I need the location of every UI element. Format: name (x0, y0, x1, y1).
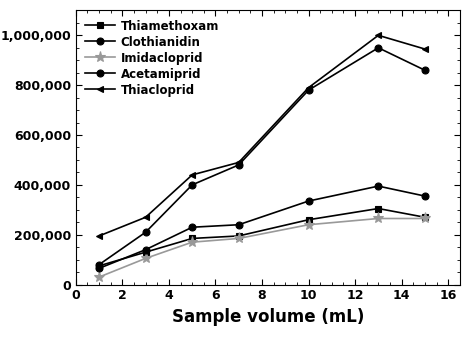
Clothianidin (422, 68, 428, 72)
Thiamethoxam (143, 250, 148, 254)
Thiamethoxam (236, 234, 242, 238)
Clothianidin (306, 88, 311, 92)
Line: Thiamethoxam: Thiamethoxam (96, 205, 428, 269)
Acetamiprid (143, 247, 148, 252)
Thiamethoxam (306, 218, 311, 222)
Thiamethoxam (96, 264, 102, 268)
Clothianidin (236, 163, 242, 167)
Thiacloprid (96, 234, 102, 238)
Thiacloprid (375, 33, 381, 37)
Line: Acetamiprid: Acetamiprid (96, 183, 428, 272)
Thiacloprid (189, 173, 195, 177)
Acetamiprid (236, 223, 242, 227)
Clothianidin (375, 46, 381, 50)
Line: Thiacloprid: Thiacloprid (96, 32, 428, 239)
Clothianidin (189, 183, 195, 187)
Thiacloprid (236, 160, 242, 164)
Clothianidin (96, 263, 102, 267)
Thiacloprid (306, 86, 311, 90)
Thiamethoxam (189, 236, 195, 240)
Imidacloprid (306, 223, 311, 227)
X-axis label: Sample volume (mL): Sample volume (mL) (172, 308, 364, 326)
Clothianidin (143, 230, 148, 234)
Thiacloprid (422, 47, 428, 51)
Acetamiprid (422, 194, 428, 198)
Imidacloprid (422, 217, 428, 221)
Imidacloprid (236, 236, 242, 240)
Imidacloprid (96, 275, 102, 279)
Line: Clothianidin: Clothianidin (96, 44, 428, 268)
Imidacloprid (375, 217, 381, 221)
Imidacloprid (189, 240, 195, 244)
Acetamiprid (306, 199, 311, 203)
Acetamiprid (375, 184, 381, 188)
Imidacloprid (143, 256, 148, 261)
Line: Imidacloprid: Imidacloprid (93, 213, 430, 282)
Acetamiprid (96, 266, 102, 270)
Acetamiprid (189, 225, 195, 229)
Thiamethoxam (375, 206, 381, 211)
Legend: Thiamethoxam, Clothianidin, Imidacloprid, Acetamiprid, Thiacloprid: Thiamethoxam, Clothianidin, Imidacloprid… (82, 16, 223, 100)
Thiacloprid (143, 215, 148, 219)
Thiamethoxam (422, 215, 428, 219)
